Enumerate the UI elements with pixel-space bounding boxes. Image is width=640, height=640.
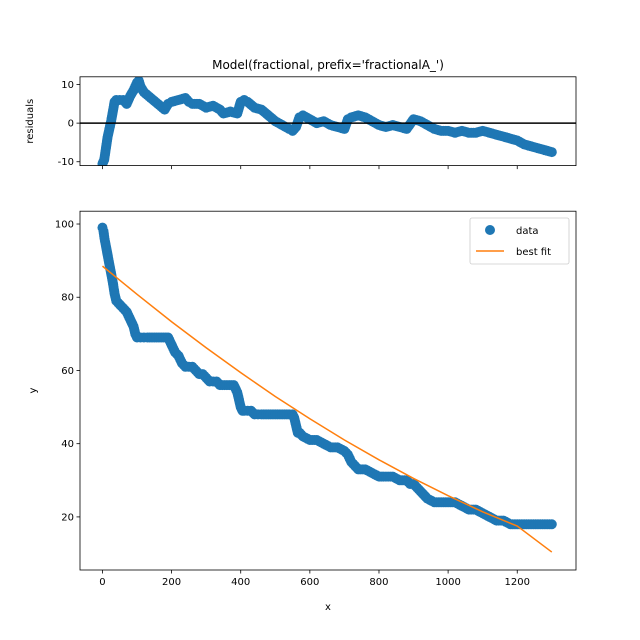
fit-y-axis-label: y [28, 388, 39, 394]
residuals-y-ticks: -10 0 10 [58, 80, 80, 168]
x-tick-label: 1000 [435, 577, 460, 588]
x-tick-label: 1200 [505, 577, 530, 588]
x-tick-label: 600 [300, 577, 319, 588]
y-tick-label: 0 [68, 119, 74, 130]
x-tick-label: 200 [162, 577, 181, 588]
residuals-x-ticks [102, 165, 518, 170]
legend-data-marker [485, 225, 495, 235]
data-point [546, 519, 557, 530]
x-tick-label: 400 [231, 577, 250, 588]
legend-data-label: data [516, 226, 539, 237]
legend-best-fit-label: best fit [516, 247, 551, 258]
best-fit-line [101, 265, 553, 553]
best-fit-line-group [101, 265, 553, 553]
x-tick-label: 800 [369, 577, 388, 588]
residuals-data-points [97, 76, 557, 166]
y-tick-label: 10 [61, 80, 74, 91]
residuals-panel-title: Model(fractional, prefix='fractionalA_') [212, 58, 444, 72]
legend: data best fit [469, 217, 570, 265]
residuals-y-axis-label: residuals [25, 99, 36, 144]
fit-x-axis-label: x [325, 602, 331, 613]
x-tick-label: 0 [99, 577, 105, 588]
y-tick-label: 60 [61, 366, 74, 377]
y-tick-label: 20 [61, 512, 74, 523]
fit-y-ticks: 20 40 60 80 100 [55, 220, 80, 523]
fit-x-ticks: 0 200 400 600 800 1000 1200 [99, 570, 530, 588]
y-tick-label: 80 [61, 293, 74, 304]
fit-axes-frame [79, 210, 577, 571]
y-tick-label: 40 [61, 439, 74, 450]
data-point [546, 147, 557, 158]
y-tick-label: -10 [58, 157, 74, 168]
y-tick-label: 100 [55, 220, 74, 231]
residuals-axes-frame [79, 76, 577, 167]
residuals-panel: Model(fractional, prefix='fractionalA_')… [25, 58, 577, 170]
plot-area [97, 76, 557, 166]
fit-panel: 20 40 60 80 100 0 200 400 600 800 1000 1200 x y da… [28, 210, 577, 613]
